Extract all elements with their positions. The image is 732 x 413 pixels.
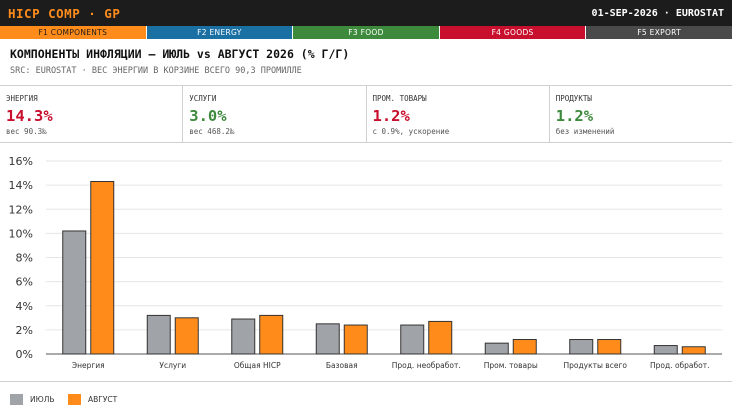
bar-july <box>315 323 340 355</box>
kpi-label: ПРОМ. ТОВАРЫ <box>372 94 427 103</box>
kpi-food: ПРОДУКТЫ 1.2% без изменений <box>550 86 732 142</box>
bar-august <box>512 339 537 355</box>
bar-august <box>428 320 453 355</box>
page-subtitle: SRC: EUROSTAT · ВЕС ЭНЕРГИИ В КОРЗИНЕ ВС… <box>10 66 302 76</box>
tab-food[interactable]: F3 FOOD <box>293 26 440 39</box>
function-key-bar: F1 COMPONENTS F2 ENERGY F3 FOOD F4 GOODS… <box>0 26 732 39</box>
y-tick-label: 16% <box>9 155 33 168</box>
bar-july <box>62 230 87 355</box>
kpi-label: ЭНЕРГИЯ <box>6 94 38 103</box>
y-tick-label: 10% <box>9 227 33 240</box>
x-tick-label: Энергия <box>72 361 105 370</box>
x-tick-label: Прод. необработ. <box>392 361 461 370</box>
bar-august <box>174 317 199 355</box>
bar-august <box>259 314 284 355</box>
legend-label: ИЮЛЬ <box>30 394 55 404</box>
bar-august <box>343 324 368 355</box>
kpi-label: ПРОДУКТЫ <box>555 94 592 103</box>
y-tick-label: 8% <box>16 252 33 265</box>
bar-july <box>484 342 509 355</box>
kpi-note: вес 90.3‰ <box>6 127 47 136</box>
tab-goods[interactable]: F4 GOODS <box>439 26 587 39</box>
page-title: КОМПОНЕНТЫ ИНФЛЯЦИИ — ИЮЛЬ vs АВГУСТ 202… <box>10 47 350 61</box>
kpi-services: УСЛУГИ 3.0% вес 468.2‰ <box>183 86 367 142</box>
legend-swatch-july <box>10 393 23 405</box>
x-tick-label: Общая HICP <box>234 361 281 370</box>
x-tick-label: Услуги <box>159 361 186 370</box>
chart-legend: ИЮЛЬ АВГУСТ <box>0 381 732 413</box>
kpi-value: 1.2% <box>372 107 410 125</box>
legend-item-august: АВГУСТ <box>68 393 117 405</box>
x-tick-label: Прод. обработ. <box>650 361 709 370</box>
legend-label: АВГУСТ <box>88 394 118 404</box>
kpi-note: вес 468.2‰ <box>189 127 235 136</box>
x-tick-label: Базовая <box>326 361 358 370</box>
bar-chart: 0% 2% 4% 6% 8% 10% 12% 14% 16% Энергия Услуги Общая… <box>9 155 722 370</box>
kpi-value: 1.2% <box>555 107 594 125</box>
bar-july <box>231 318 256 355</box>
y-tick-label: 2% <box>16 324 33 337</box>
kpi-note: без изменений <box>555 127 615 136</box>
bar-july <box>400 324 425 355</box>
x-tick-label: Продукты всего <box>563 361 627 370</box>
y-tick-label: 0% <box>16 348 33 361</box>
kpi-note: с 0.9%, ускорение <box>372 127 450 136</box>
top-bar: HICP COMP · GP 01-SEP-2026 · EUROSTAT <box>0 0 732 26</box>
y-tick-label: 6% <box>16 276 33 289</box>
y-tick-label: 14% <box>9 179 33 192</box>
kpi-value: 3.0% <box>189 107 227 125</box>
tab-export[interactable]: F5 EXPORT <box>586 26 732 39</box>
date-source-label: 01-SEP-2026 · EUROSTAT <box>591 8 724 19</box>
y-tick-label: 4% <box>16 300 33 313</box>
app-title: HICP COMP · GP <box>8 6 121 21</box>
legend-swatch-august <box>68 393 81 405</box>
bar-july <box>653 345 678 355</box>
bar-august <box>597 339 622 355</box>
bar-july <box>146 314 171 355</box>
legend-item-july: ИЮЛЬ <box>10 393 55 405</box>
kpi-energy: ЭНЕРГИЯ 14.3% вес 90.3‰ <box>0 86 184 142</box>
x-tick-label: Пром. товары <box>484 361 538 370</box>
tab-energy[interactable]: F2 ENERGY <box>146 26 294 39</box>
y-tick-label: 12% <box>9 203 33 216</box>
kpi-row: ЭНЕРГИЯ 14.3% вес 90.3‰ УСЛУГИ 3.0% вес … <box>0 85 732 143</box>
bar-july <box>569 339 594 355</box>
bar-august <box>681 346 706 355</box>
kpi-label: УСЛУГИ <box>189 94 217 103</box>
tab-components[interactable]: F1 COMPONENTS <box>0 26 147 39</box>
bar-august <box>90 181 115 355</box>
kpi-industrial-goods: ПРОМ. ТОВАРЫ 1.2% с 0.9%, ускорение <box>367 86 550 142</box>
kpi-value: 14.3% <box>6 107 53 125</box>
